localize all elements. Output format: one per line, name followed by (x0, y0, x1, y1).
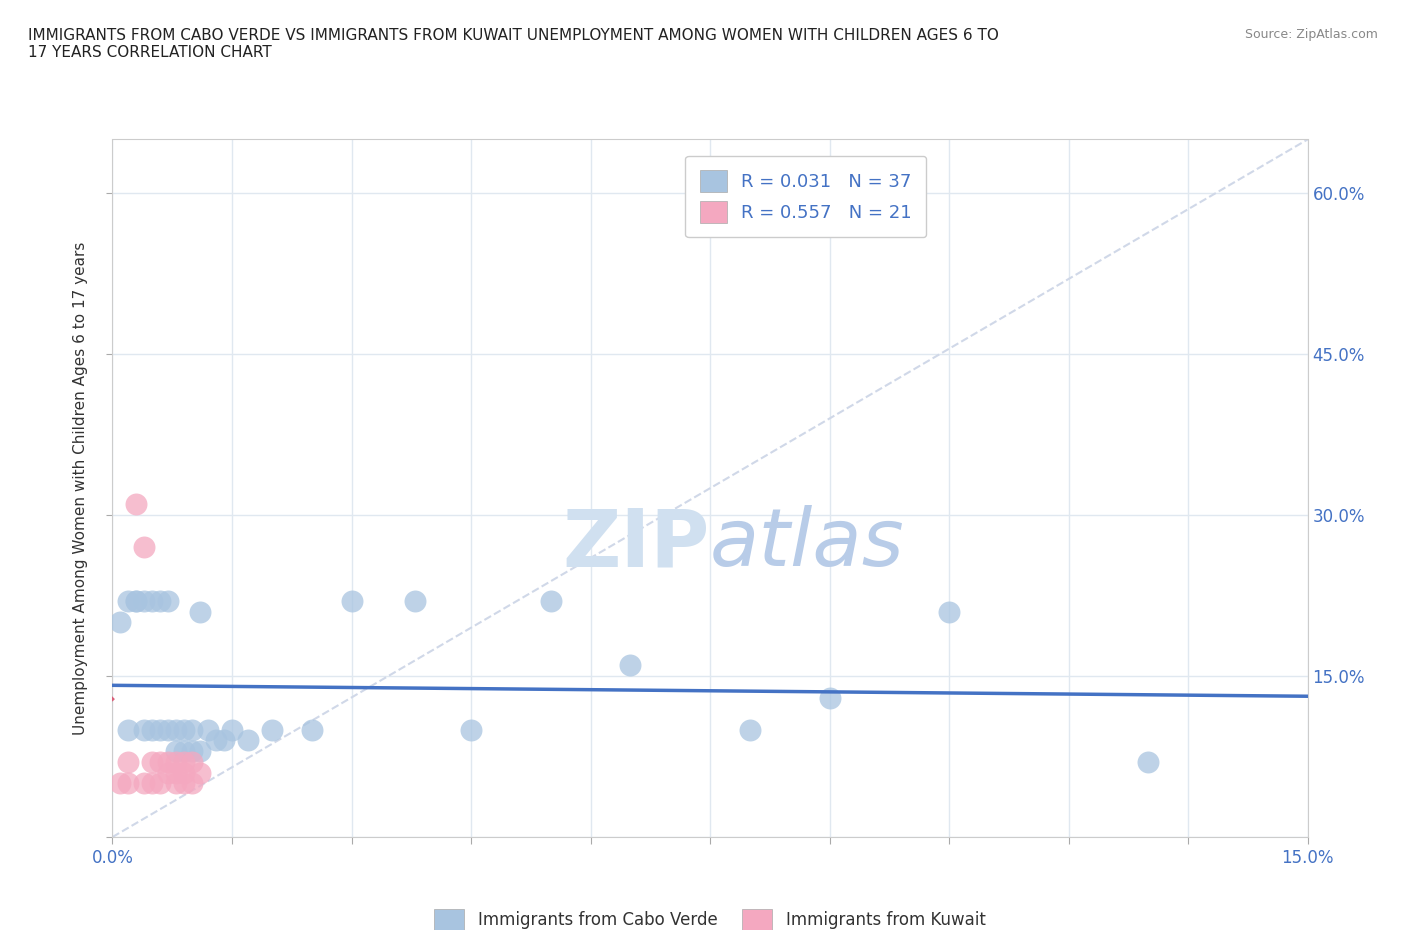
Point (165, 754, 187, 769)
Point (738, 723, 761, 737)
Point (134, 723, 156, 737)
Point (221, 723, 243, 737)
Point (117, 754, 139, 769)
Point (188, 604, 211, 619)
Point (110, 776, 132, 790)
Text: Source: ZipAtlas.com: Source: ZipAtlas.com (1244, 28, 1378, 41)
Point (165, 765, 187, 780)
Point (181, 744, 204, 759)
Point (149, 723, 172, 737)
Point (301, 723, 323, 737)
Point (404, 593, 426, 608)
Point (173, 754, 195, 769)
Point (619, 658, 641, 672)
Point (236, 733, 259, 748)
Point (157, 723, 180, 737)
Point (1137, 754, 1160, 769)
Point (173, 765, 195, 780)
Point (157, 754, 180, 769)
Point (173, 723, 195, 737)
Point (125, 593, 148, 608)
Point (117, 776, 139, 790)
Point (340, 593, 363, 608)
Point (173, 744, 195, 759)
Point (149, 776, 172, 790)
Point (181, 776, 204, 790)
Point (460, 723, 482, 737)
Point (125, 593, 148, 608)
Point (117, 723, 139, 737)
Point (540, 593, 562, 608)
Point (181, 723, 204, 737)
Point (197, 723, 219, 737)
Point (188, 744, 211, 759)
Point (157, 593, 180, 608)
Y-axis label: Unemployment Among Women with Children Ages 6 to 17 years: Unemployment Among Women with Children A… (73, 242, 89, 735)
Point (110, 615, 132, 630)
Point (165, 776, 187, 790)
Point (157, 765, 180, 780)
Point (134, 539, 156, 554)
Point (818, 690, 841, 705)
Text: atlas: atlas (710, 505, 905, 583)
Point (134, 593, 156, 608)
Point (938, 604, 960, 619)
Point (212, 733, 235, 748)
Point (149, 754, 172, 769)
Point (165, 723, 187, 737)
Point (141, 723, 163, 737)
Text: ZIP: ZIP (562, 505, 710, 583)
Point (125, 497, 148, 512)
Point (141, 754, 163, 769)
Text: IMMIGRANTS FROM CABO VERDE VS IMMIGRANTS FROM KUWAIT UNEMPLOYMENT AMONG WOMEN WI: IMMIGRANTS FROM CABO VERDE VS IMMIGRANTS… (28, 28, 1000, 60)
Legend: R = 0.031   N = 37, R = 0.557   N = 21: R = 0.031 N = 37, R = 0.557 N = 21 (685, 155, 927, 237)
Point (117, 593, 139, 608)
Point (134, 776, 156, 790)
Point (188, 765, 211, 780)
Point (141, 593, 163, 608)
Point (205, 733, 228, 748)
Point (260, 723, 283, 737)
Point (141, 776, 163, 790)
Point (181, 754, 204, 769)
Point (165, 744, 187, 759)
Point (173, 776, 195, 790)
Point (149, 593, 172, 608)
